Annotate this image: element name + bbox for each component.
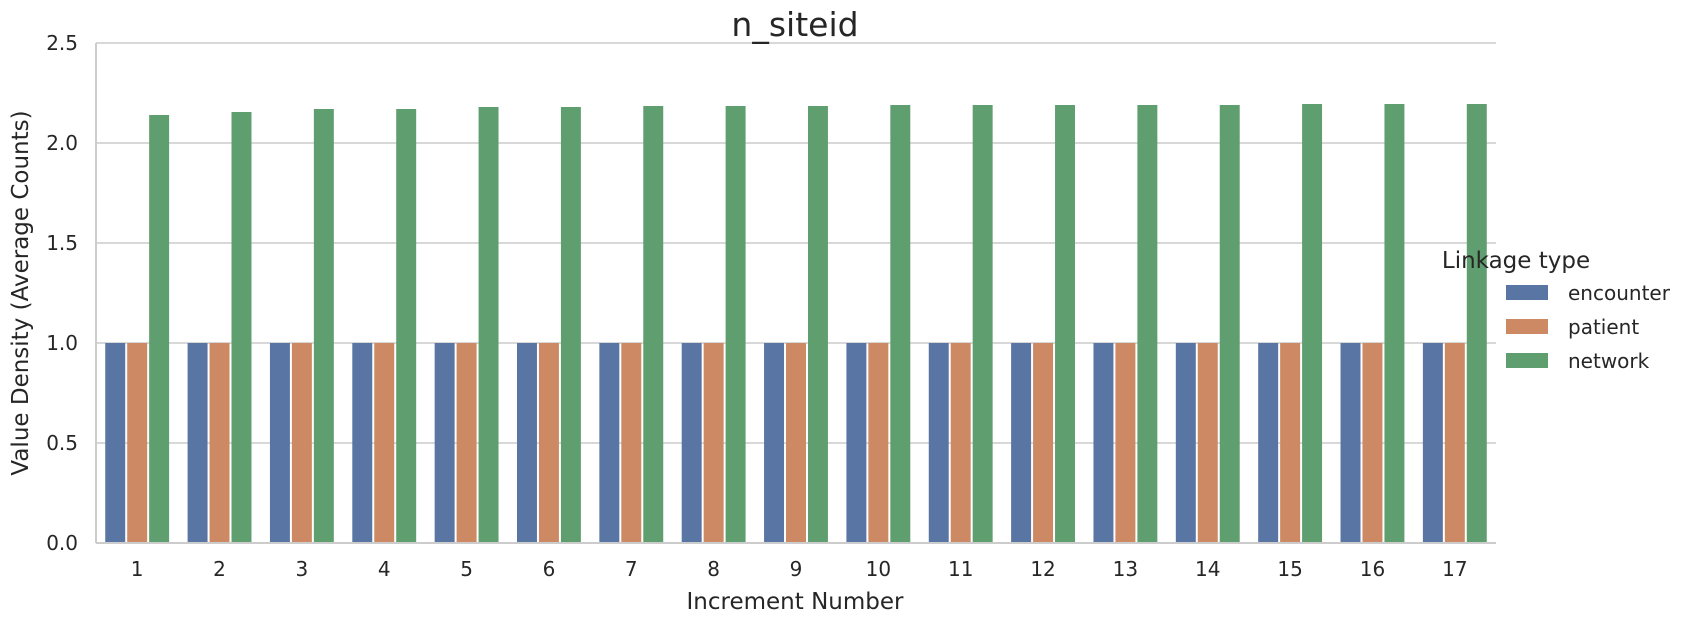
bar-network: [1302, 104, 1323, 543]
bar-patient: [374, 343, 395, 543]
legend-label-encounter: encounter: [1568, 281, 1671, 305]
axes: [95, 43, 1496, 544]
legend: Linkage type encounter patient network: [1442, 248, 1671, 373]
bar-encounter: [928, 343, 949, 543]
bar-patient: [1197, 343, 1218, 543]
x-tick-label: 9: [790, 557, 803, 581]
legend-items: encounter patient network: [1506, 281, 1671, 373]
bar-patient: [456, 343, 477, 543]
x-tick-label: 15: [1277, 557, 1302, 581]
bar-encounter: [187, 343, 208, 543]
bar-encounter: [352, 343, 373, 543]
bar-encounter: [105, 343, 126, 543]
bar-encounter: [269, 343, 290, 543]
bar-network: [807, 106, 828, 543]
bar-encounter: [1011, 343, 1032, 543]
y-tick-label: 1.5: [46, 231, 78, 255]
bar-patient: [703, 343, 724, 543]
bar-encounter: [1258, 343, 1279, 543]
bar-patient: [209, 343, 230, 543]
bar-network: [890, 105, 911, 543]
bar-encounter: [1340, 343, 1361, 543]
bar-network: [643, 106, 664, 543]
x-tick-label: 10: [866, 557, 891, 581]
bar-patient: [868, 343, 889, 543]
legend-label-patient: patient: [1568, 315, 1639, 339]
x-tick-label: 3: [296, 557, 309, 581]
x-tick-label: 12: [1030, 557, 1055, 581]
bar-encounter: [846, 343, 867, 543]
x-tick-label: 7: [625, 557, 638, 581]
bar-patient: [1115, 343, 1136, 543]
bar-network: [1219, 105, 1240, 543]
bar-patient: [1362, 343, 1383, 543]
bar-network: [396, 109, 417, 543]
bar-encounter: [1093, 343, 1114, 543]
y-tick-label: 0.5: [46, 431, 78, 455]
bar-patient: [291, 343, 312, 543]
bar-network: [725, 106, 746, 543]
bar-patient: [621, 343, 642, 543]
y-tick-label: 2.5: [46, 31, 78, 55]
legend-swatch-network: [1506, 353, 1548, 368]
bars: [105, 104, 1487, 543]
bar-network: [149, 115, 170, 543]
chart-title: n_siteid: [731, 5, 858, 44]
y-tick-label: 1.0: [46, 331, 78, 355]
y-tick-label: 2.0: [46, 131, 78, 155]
bar-patient: [786, 343, 806, 543]
x-tick-label: 16: [1360, 557, 1385, 581]
legend-swatch-encounter: [1506, 285, 1548, 300]
bar-network: [1384, 104, 1405, 543]
bar-network: [1055, 105, 1075, 543]
x-tick-label: 2: [213, 557, 226, 581]
x-tick-label: 14: [1195, 557, 1220, 581]
x-axis-label: Increment Number: [687, 589, 905, 615]
x-tick-label: 17: [1442, 557, 1467, 581]
x-tick-label: 4: [378, 557, 391, 581]
bar-patient: [538, 343, 559, 543]
bar-encounter: [599, 343, 620, 543]
bar-patient: [127, 343, 148, 543]
bar-patient: [1444, 343, 1465, 543]
legend-swatch-patient: [1506, 319, 1548, 334]
x-tick-label: 13: [1113, 557, 1138, 581]
legend-title: Linkage type: [1442, 248, 1590, 274]
legend-label-network: network: [1568, 349, 1650, 373]
bar-network: [560, 107, 581, 543]
bar-encounter: [764, 343, 785, 543]
bar-encounter: [1422, 343, 1443, 543]
bar-encounter: [1175, 343, 1196, 543]
bar-patient: [1280, 343, 1301, 543]
y-tick-label: 0.0: [46, 531, 78, 555]
tick-labels: 0.00.51.01.52.02.51 2 3 4 5 6 7 8 9 10 11 12 13 14 15 1…: [46, 31, 1467, 581]
x-tick-label: 1: [131, 557, 144, 581]
bar-encounter: [681, 343, 702, 543]
bar-network: [972, 105, 993, 543]
x-tick-label: 5: [460, 557, 473, 581]
x-tick-label: 8: [707, 557, 720, 581]
bar-network: [1466, 104, 1487, 543]
x-tick-label: 11: [948, 557, 973, 581]
bar-network: [313, 109, 334, 543]
bar-network: [478, 107, 499, 543]
bar-network: [231, 112, 252, 543]
x-tick-label: 6: [543, 557, 556, 581]
bar-encounter: [434, 343, 455, 543]
bar-network: [1137, 105, 1158, 543]
bar-encounter: [517, 343, 537, 543]
bar-patient: [1033, 343, 1054, 543]
y-axis-label: Value Density (Average Counts): [8, 110, 34, 475]
bar-patient: [950, 343, 971, 543]
